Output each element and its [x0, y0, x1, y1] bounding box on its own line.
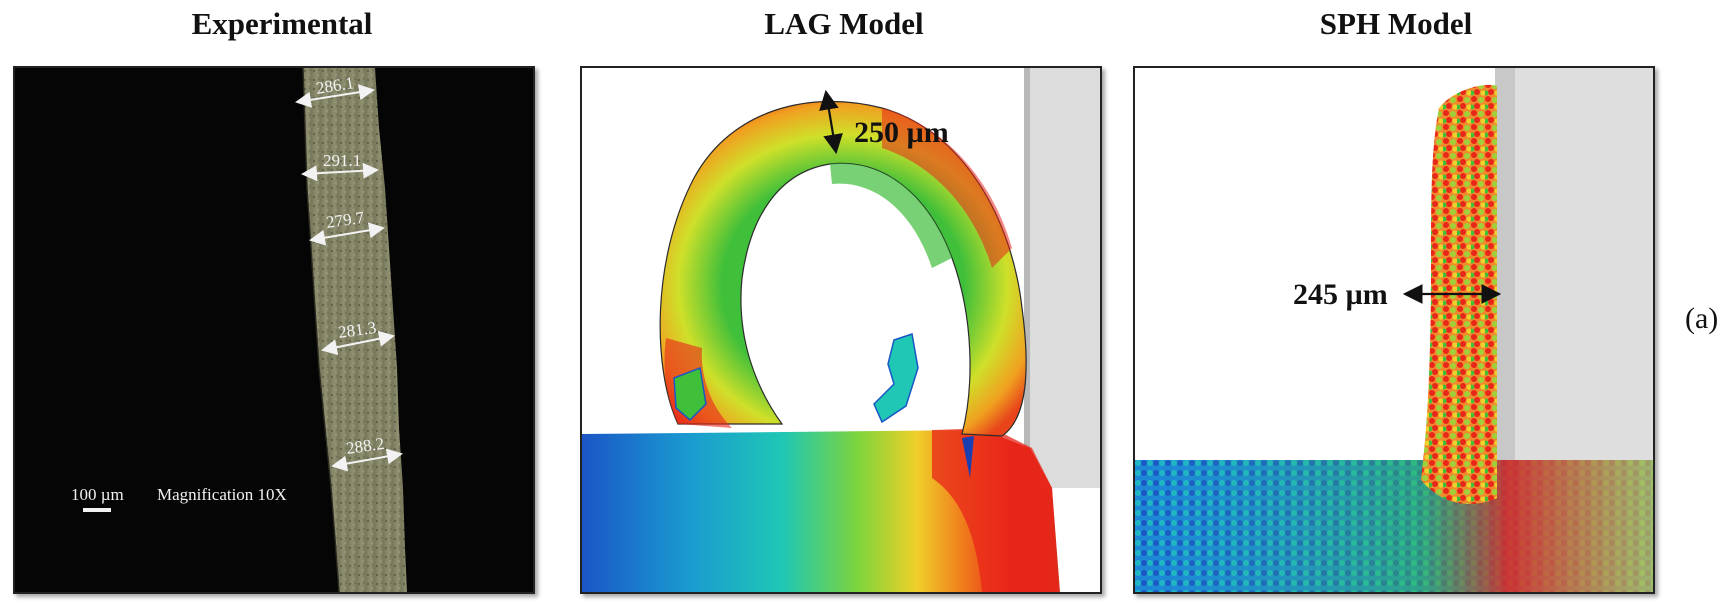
measure-arrow-1 [295, 84, 375, 108]
lag-model-render: 250 µm [582, 68, 1100, 592]
measurement-2: 291.1 [323, 151, 361, 170]
lag-model-panel: 250 µm [580, 66, 1102, 594]
experimental-micrograph: 286.1 291.1 279.7 281.3 288.2 100 µm Mag… [71, 68, 407, 592]
lag-thickness-arrow [819, 89, 843, 155]
panel-label: (a) [1685, 302, 1719, 335]
measure-arrow-3 [309, 222, 385, 246]
sph-model-render: 245 µm [1135, 68, 1653, 592]
cutting-tool [1495, 68, 1653, 498]
measure-arrow-5 [331, 448, 403, 472]
measure-arrow-2 [301, 162, 379, 182]
sph-model-panel: 245 µm [1133, 66, 1655, 594]
title-sph-model: SPH Model [1319, 6, 1473, 41]
title-lag-model: LAG Model [764, 6, 924, 41]
debris-left [673, 366, 707, 422]
debris-center [873, 333, 919, 424]
scale-bar-label: 100 µm [71, 485, 124, 504]
title-experimental: Experimental [191, 6, 373, 41]
sph-thickness-label: 245 µm [1293, 278, 1388, 311]
experimental-panel: 286.1 291.1 279.7 281.3 288.2 100 µm Mag… [13, 66, 535, 594]
magnification-label: Magnification 10X [157, 485, 287, 504]
lag-thickness-label: 250 µm [854, 116, 949, 149]
measure-arrow-4 [321, 330, 395, 356]
chip-outer [659, 100, 1027, 437]
cutting-tool [1024, 68, 1100, 488]
